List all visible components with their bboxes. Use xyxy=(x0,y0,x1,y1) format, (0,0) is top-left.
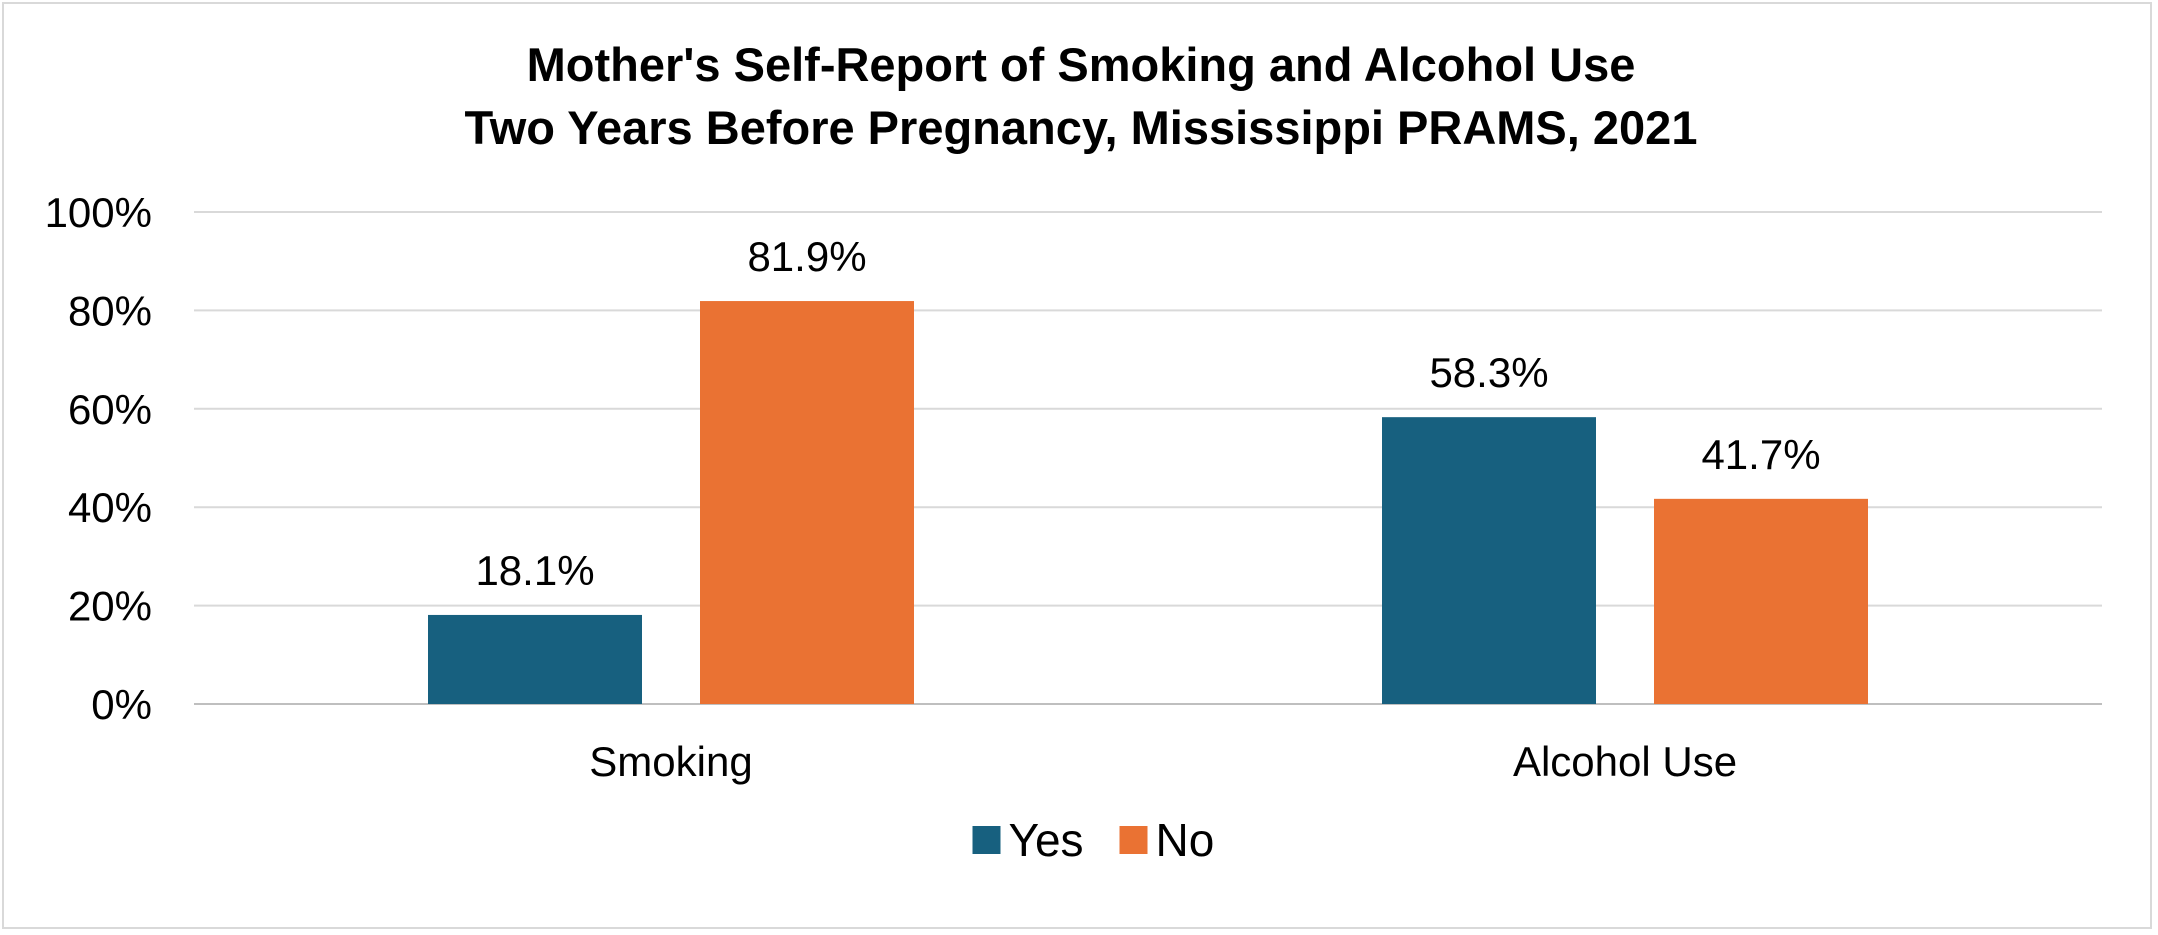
bar-smoking-yes xyxy=(428,614,642,704)
data-label-alcohol-use-no: 41.7% xyxy=(1701,431,1820,478)
bar-alcohol-use-no xyxy=(1654,498,1868,704)
y-tick-label-20: 20% xyxy=(68,583,152,630)
data-label-alcohol-use-yes: 58.3% xyxy=(1429,349,1548,396)
x-axis-categories: Smoking Alcohol Use xyxy=(589,738,1737,785)
bar-smoking-no xyxy=(700,301,914,704)
y-tick-label-80: 80% xyxy=(68,287,152,334)
y-tick-label-60: 60% xyxy=(68,386,152,433)
bars xyxy=(428,301,1868,704)
legend-swatch-yes xyxy=(972,826,1001,854)
y-tick-label-40: 40% xyxy=(68,484,152,531)
legend: Yes No xyxy=(972,814,1215,866)
legend-label-no: No xyxy=(1156,814,1215,866)
y-tick-label-100: 100% xyxy=(45,189,152,236)
x-category-label-smoking: Smoking xyxy=(589,738,752,785)
legend-label-yes: Yes xyxy=(1009,814,1084,866)
bar-chart: Mother's Self-Report of Smoking and Alco… xyxy=(45,38,2102,866)
chart-title-line-1: Mother's Self-Report of Smoking and Alco… xyxy=(527,38,1636,91)
x-category-label-alcohol-use: Alcohol Use xyxy=(1513,738,1737,785)
y-tick-label-0: 0% xyxy=(91,681,152,728)
chart-title-line-2: Two Years Before Pregnancy, Mississippi … xyxy=(465,101,1698,154)
legend-swatch-no xyxy=(1119,826,1148,854)
y-axis-ticks: 0% 20% 40% 60% 80% 100% xyxy=(45,189,152,728)
data-label-smoking-yes: 18.1% xyxy=(475,547,594,594)
data-label-smoking-no: 81.9% xyxy=(747,233,866,280)
data-labels: 18.1% 81.9% 58.3% 41.7% xyxy=(475,233,1820,594)
bar-alcohol-use-yes xyxy=(1382,417,1596,704)
